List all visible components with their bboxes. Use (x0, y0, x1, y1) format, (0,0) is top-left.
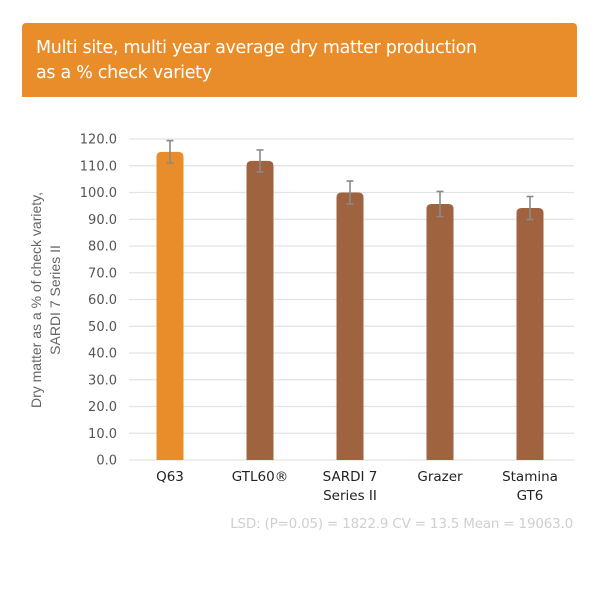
x-category-label: Q63 (156, 469, 184, 485)
y-tick-label: 80.0 (88, 240, 117, 255)
y-axis-label-line-1: Dry matter as a % of check variety, (28, 192, 44, 408)
y-axis-label-line-2: SARDI 7 Series II (47, 245, 63, 355)
error-bar (526, 195, 534, 221)
x-category-label: GT6 (517, 488, 544, 504)
x-category-label: SARDI 7 (323, 469, 378, 485)
x-category-label: Series II (323, 488, 377, 504)
bar-gtl60 (246, 160, 274, 460)
x-category-label: GTL60® (232, 469, 288, 485)
error-bars (166, 139, 534, 221)
y-tick-label: 0.0 (96, 454, 117, 469)
error-bar (436, 190, 444, 218)
chart-title-line-1: Multi site, multi year average dry matte… (36, 38, 477, 58)
x-axis-category-labels: Q63 GTL60® SARDI 7 Series II Grazer Stamina GT… (156, 469, 558, 504)
y-tick-label: 10.0 (88, 427, 117, 442)
y-tick-label: 30.0 (88, 373, 117, 388)
y-tick-label: 60.0 (88, 293, 117, 308)
y-tick-label: 20.0 (88, 400, 117, 415)
y-tick-label: 100.0 (80, 186, 117, 201)
y-tick-label: 90.0 (88, 213, 117, 228)
y-tick-label: 110.0 (80, 159, 117, 174)
y-axis-ticks: 0.0 10.0 20.0 30.0 40.0 50.0 60.0 70.0 80.0 90.0 1… (80, 133, 117, 469)
chart-title-line-2: as a % check variety (36, 63, 212, 83)
chart-title-banner: Multi site, multi year average dry matte… (22, 23, 577, 97)
y-axis-label: Dry matter as a % of check variety, SARD… (28, 192, 63, 408)
y-tick-label: 40.0 (88, 347, 117, 362)
y-tick-label: 50.0 (88, 320, 117, 335)
x-category-label: Stamina (502, 469, 558, 485)
bar-q63 (156, 151, 184, 460)
x-category-label: Grazer (417, 469, 463, 485)
bars (156, 151, 544, 460)
stats-footnote: LSD: (P=0.05) = 1822.9 CV = 13.5 Mean = … (230, 516, 573, 532)
bar-stamina-gt6 (516, 208, 544, 460)
error-bar (346, 180, 354, 205)
y-tick-label: 120.0 (80, 133, 117, 148)
error-bar (166, 139, 174, 164)
bar-sardi7-seriesii (336, 192, 364, 460)
y-tick-label: 70.0 (88, 266, 117, 281)
error-bar (256, 149, 264, 173)
bar-grazer (426, 204, 454, 460)
